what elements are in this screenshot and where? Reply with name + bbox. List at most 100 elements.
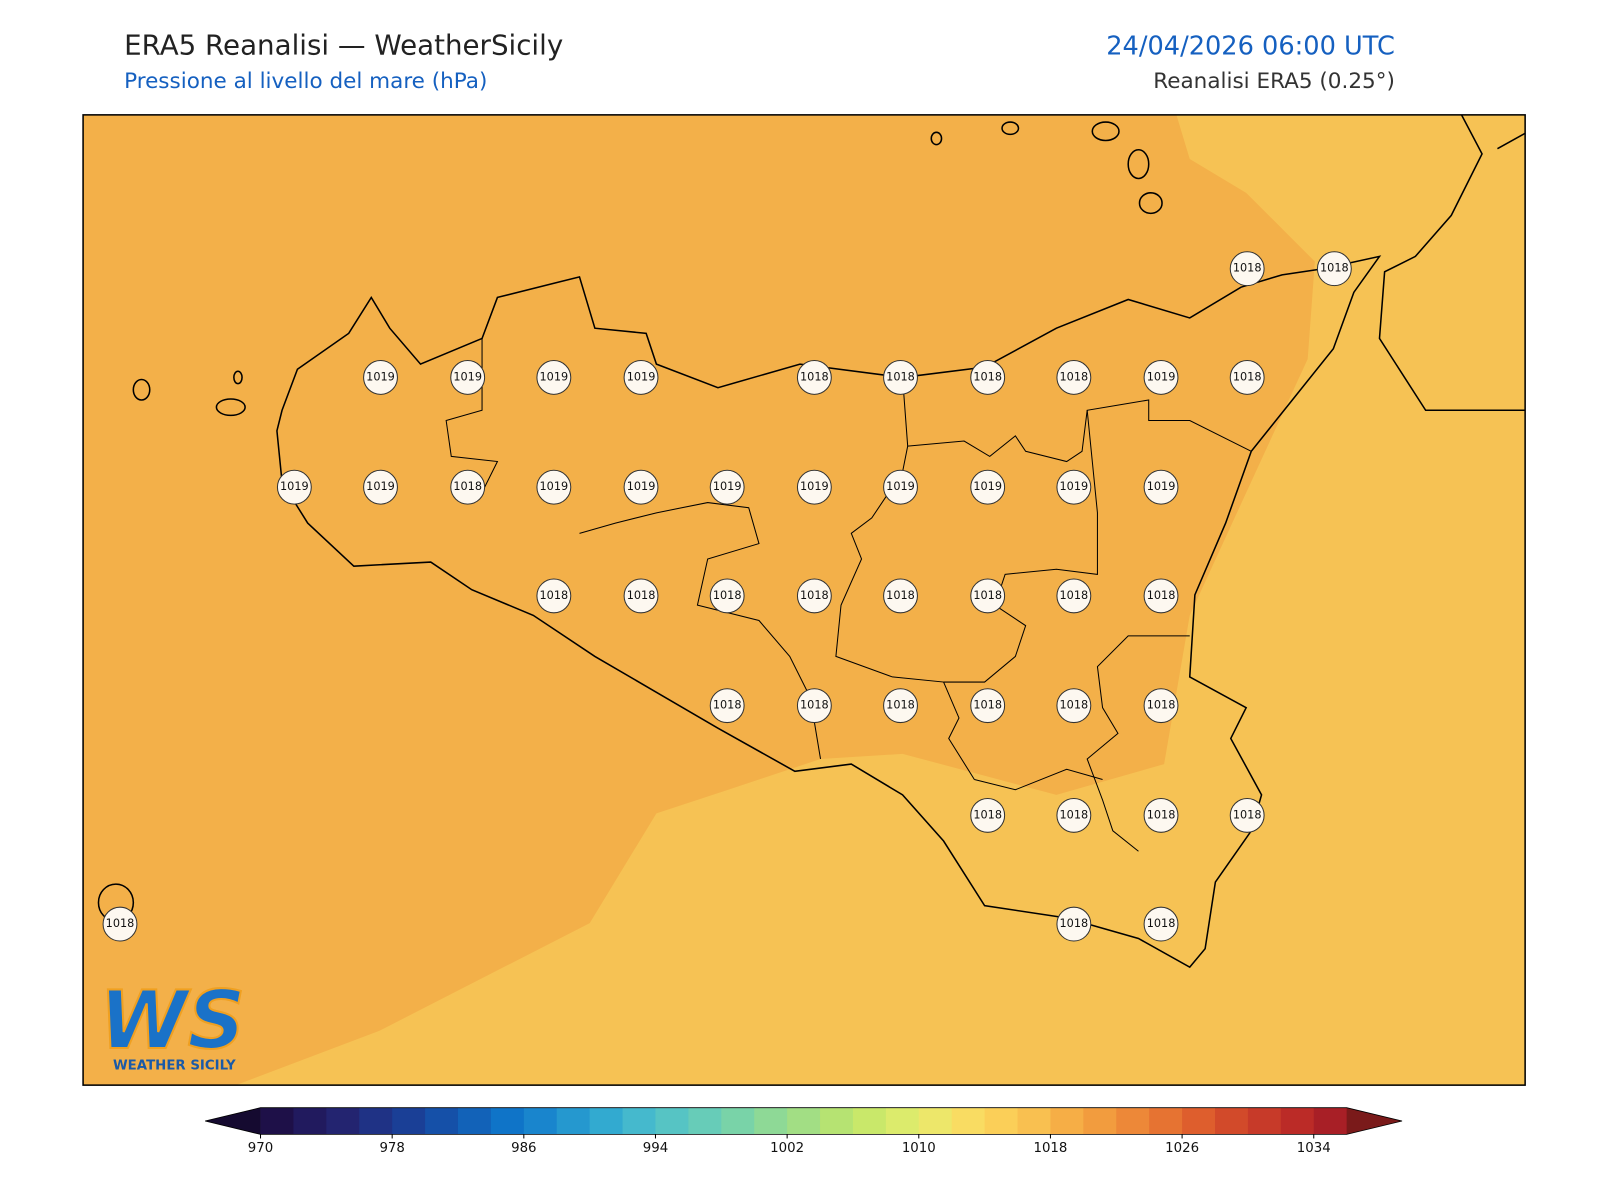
colorbar-band: [951, 1107, 986, 1135]
station-label: 1019: [540, 370, 569, 383]
station-label: 1018: [1147, 808, 1176, 821]
station-label: 1018: [1060, 808, 1089, 821]
station-marker: [363, 360, 398, 395]
station-label: 1018: [800, 699, 829, 712]
colorbar-band: [787, 1107, 821, 1135]
station-marker: [623, 360, 659, 395]
station-marker: [709, 578, 745, 614]
station-label: 1019: [800, 480, 829, 493]
station-marker: [796, 360, 832, 395]
station-marker: [796, 688, 832, 724]
station-marker: [970, 797, 1006, 833]
logo-mark: WS: [99, 974, 245, 1067]
station-marker: [536, 578, 572, 614]
station-label: 1018: [800, 589, 829, 602]
station-label: 1019: [280, 480, 309, 493]
station-label: 1019: [1060, 480, 1089, 493]
station-marker: [883, 469, 918, 505]
station-label: 1019: [1147, 370, 1176, 383]
map-frame: [82, 114, 1526, 1086]
colorbar-band: [425, 1107, 459, 1135]
colorbar-band: [918, 1107, 953, 1135]
station-label: 1018: [1060, 589, 1089, 602]
colorbar-band: [1182, 1107, 1216, 1135]
station-label: 1018: [540, 589, 569, 602]
station-label: 1018: [973, 699, 1002, 712]
station-label: 1018: [1233, 808, 1262, 821]
station-marker: [1056, 797, 1092, 833]
station-label: 1019: [973, 480, 1002, 493]
colorbar-band: [1050, 1107, 1084, 1135]
colorbar-tick-label: 1018: [1033, 1141, 1067, 1156]
station-label: 1019: [1147, 480, 1176, 493]
colorbar-band: [655, 1107, 689, 1135]
station-label: 1018: [453, 480, 482, 493]
station-marker: [1143, 688, 1179, 724]
colorbar-tick-label: 1034: [1297, 1141, 1331, 1156]
station-marker: [970, 688, 1006, 724]
station-marker: [1056, 469, 1092, 505]
subtitle: Pressione al livello del mare (hPa): [124, 69, 487, 94]
colorbar-band: [392, 1107, 426, 1135]
station-marker: [883, 578, 918, 614]
colorbar-band: [1280, 1107, 1315, 1135]
station-label: 1018: [973, 589, 1002, 602]
station-label: 1019: [627, 370, 656, 383]
datetime: 24/04/2026 06:00 UTC: [1106, 31, 1395, 61]
colorbar-band: [359, 1107, 393, 1135]
station-marker: [1229, 251, 1265, 287]
colorbar-band: [622, 1107, 656, 1135]
colorbar-band: [1215, 1107, 1249, 1135]
station-label: 1018: [627, 589, 656, 602]
station-marker: [102, 906, 138, 942]
station-marker: [1316, 251, 1352, 287]
station-label: 1019: [366, 480, 395, 493]
station-marker: [709, 469, 745, 505]
station-label: 1019: [453, 370, 482, 383]
coastline: [97, 114, 1526, 969]
station-marker: [450, 360, 486, 395]
colorbar-band: [820, 1107, 854, 1135]
colorbar-band: [721, 1107, 755, 1135]
station-marker: [796, 469, 832, 505]
station-marker: [450, 469, 486, 505]
colorbar-band: [1116, 1107, 1150, 1135]
colorbar-over: [1346, 1107, 1403, 1135]
station-marker: [1143, 469, 1179, 505]
logo: WS WEATHER SICILY: [98, 973, 246, 1074]
colorbar-band: [984, 1107, 1019, 1135]
colorbar-band: [1017, 1107, 1051, 1135]
station-label: 1018: [1233, 370, 1262, 383]
colorbar-band: [589, 1107, 624, 1135]
station-marker: [276, 469, 312, 505]
station-label: 1018: [886, 699, 915, 712]
station-label: 1018: [713, 589, 742, 602]
colorbar-band: [293, 1107, 327, 1135]
colorbar-band: [260, 1107, 294, 1135]
station-marker: [1056, 578, 1092, 614]
colorbar-band: [457, 1107, 492, 1135]
colorbar-band: [556, 1107, 591, 1135]
station-label: 1018: [973, 370, 1002, 383]
station-marker: [623, 469, 659, 505]
pressure-field: [235, 114, 1526, 1086]
colorbar-tick-label: 994: [643, 1141, 668, 1156]
colorbar-band: [852, 1107, 887, 1135]
station-marker: [883, 360, 918, 395]
station-marker: [536, 469, 572, 505]
station-marker: [1229, 360, 1265, 395]
station-label: 1018: [1060, 370, 1089, 383]
colorbar-band: [523, 1107, 558, 1135]
station-marker: [1056, 688, 1092, 724]
station-label: 1018: [800, 370, 829, 383]
station-label: 1018: [1320, 262, 1349, 275]
station-label: 1019: [540, 480, 569, 493]
station-label: 1018: [1147, 589, 1176, 602]
station-label: 1018: [1233, 262, 1262, 275]
station-marker: [623, 578, 659, 614]
station-label: 1018: [1060, 699, 1089, 712]
station-label: 1018: [886, 589, 915, 602]
station-marker: [1143, 797, 1179, 833]
station-marker: [1229, 797, 1265, 833]
station-label: 1018: [886, 370, 915, 383]
